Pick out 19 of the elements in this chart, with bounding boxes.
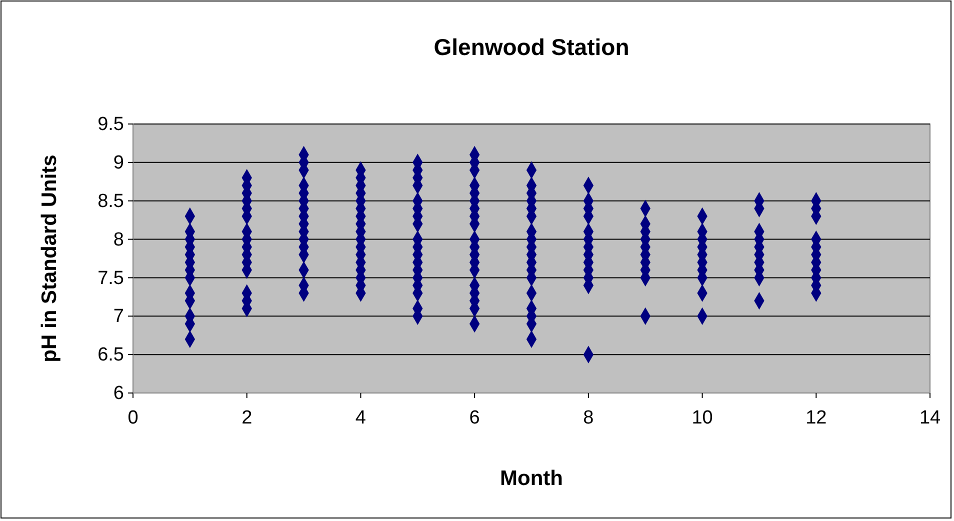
y-tick-label: 6.5 [98, 344, 124, 366]
x-tick-label: 6 [469, 407, 480, 428]
y-tick-label: 8.5 [98, 190, 124, 212]
x-tick-label: 12 [806, 407, 827, 428]
y-axis-title: pH in Standard Units [38, 154, 61, 362]
y-tick-label: 7.5 [98, 268, 124, 289]
x-tick-label: 10 [692, 407, 713, 428]
y-tick-label: 9 [113, 152, 124, 174]
y-tick-label: 6 [113, 383, 124, 404]
x-tick-label: 4 [355, 407, 366, 428]
x-tick-label: 0 [128, 407, 138, 428]
x-axis-title: Month [500, 467, 563, 490]
chart-title: Glenwood Station [434, 34, 630, 60]
y-tick-label: 7 [113, 306, 124, 328]
x-tick-label: 8 [583, 407, 594, 428]
x-tick-label: 14 [919, 407, 941, 428]
y-tick-label: 8 [113, 229, 124, 250]
y-tick-label: 9.5 [98, 114, 124, 136]
x-tick-label: 2 [242, 407, 252, 428]
